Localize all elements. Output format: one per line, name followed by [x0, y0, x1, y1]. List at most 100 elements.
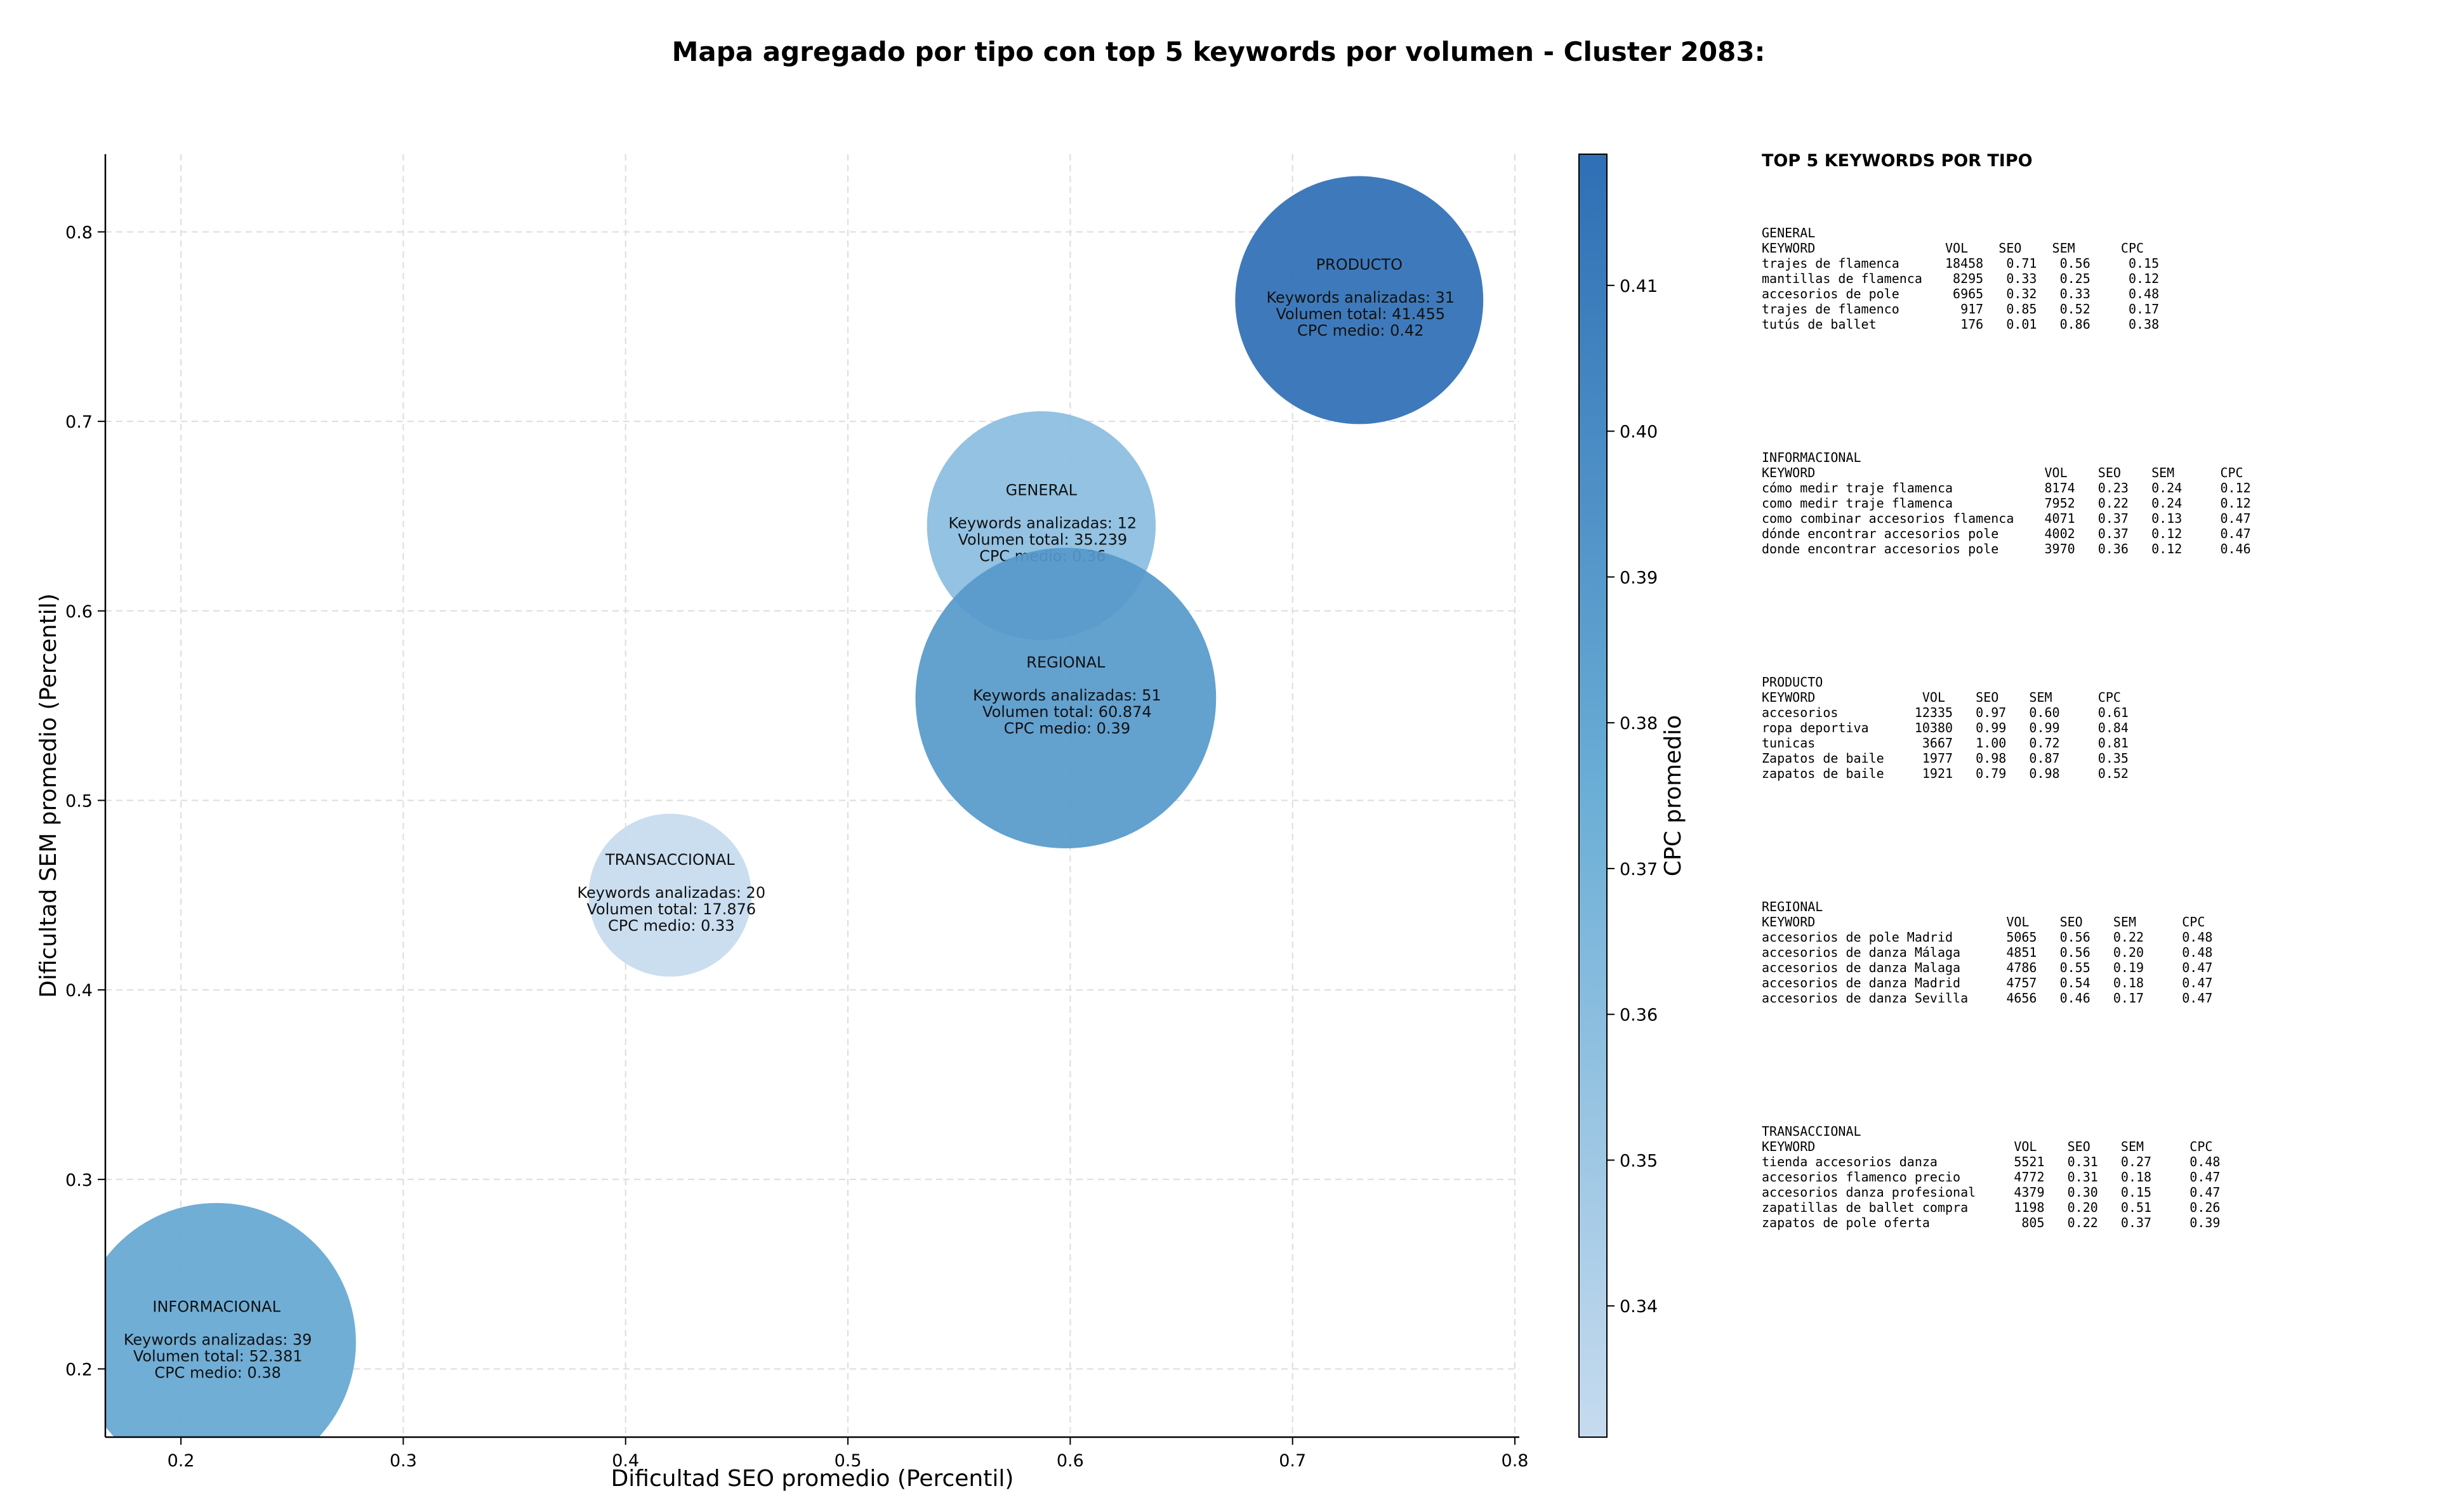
keyword-row: donde encontrar accesorios pole 3970 0.3… — [1762, 541, 2251, 556]
y-tick-label: 0.3 — [65, 1171, 93, 1190]
keyword-row: tunicas 3667 1.00 0.72 0.81 — [1762, 735, 2129, 751]
colorbar-tick-label: 0.40 — [1620, 423, 1658, 442]
bubble-label-tipo: INFORMACIONAL — [152, 1298, 281, 1316]
x-tick-label: 0.6 — [1057, 1451, 1084, 1471]
bubble-label-cpc: CPC medio: 0.39 — [1004, 720, 1131, 737]
colorbar-tick-label: 0.38 — [1620, 714, 1658, 733]
y-tick-label: 0.7 — [65, 412, 93, 432]
keyword-row: accesorios de pole Madrid 5065 0.56 0.22… — [1762, 930, 2212, 945]
bubble-label-volumen: Volumen total: 60.874 — [982, 703, 1152, 721]
keyword-row: accesorios 12335 0.97 0.60 0.61 — [1762, 705, 2129, 720]
colorbar-tick-label: 0.34 — [1620, 1297, 1658, 1317]
x-tick-label: 0.7 — [1279, 1451, 1306, 1471]
keyword-row: accesorios de danza Málaga 4851 0.56 0.2… — [1762, 945, 2212, 960]
y-tick-label: 0.6 — [65, 602, 93, 622]
keyword-row: zapatos de pole oferta 805 0.22 0.37 0.3… — [1762, 1215, 2220, 1230]
keyword-row: cómo medir traje flamenca 8174 0.23 0.24… — [1762, 480, 2251, 496]
bubble-label-volumen: Volumen total: 52.381 — [133, 1348, 303, 1365]
block-header: KEYWORD VOL SEO SEM CPC — [1762, 690, 2121, 705]
block-title: GENERAL — [1762, 225, 1815, 240]
block-header: KEYWORD VOL SEO SEM CPC — [1762, 1139, 2212, 1154]
x-axis-label: Dificultad SEO promedio (Percentil) — [611, 1466, 1014, 1492]
keyword-row: accesorios danza profesional 4379 0.30 0… — [1762, 1185, 2220, 1200]
keyword-row: como combinar accesorios flamenca 4071 0… — [1762, 511, 2251, 526]
bubble-circle — [1235, 176, 1484, 424]
bubble-label-cpc: CPC medio: 0.38 — [154, 1364, 281, 1382]
bubble-label-keywords: Keywords analizadas: 39 — [124, 1331, 312, 1349]
bubble-label-tipo: GENERAL — [1006, 481, 1078, 499]
bubble-informacional: INFORMACIONAL Keywords analizadas: 39Volu… — [105, 1203, 356, 1437]
colorbar: 0.34 0.35 0.36 0.37 0.38 0.39 0.40 0.41 CPC pro… — [1578, 154, 1686, 1438]
bubble-label-volumen: Volumen total: 41.455 — [1276, 305, 1445, 323]
y-tick-label: 0.8 — [65, 223, 93, 242]
colorbar-tick-label: 0.39 — [1620, 568, 1658, 588]
bubble-transaccional: TRANSACCIONAL Keywords analizadas: 20Volu… — [577, 813, 765, 977]
keyword-row: accesorios flamenco precio 4772 0.31 0.1… — [1762, 1169, 2220, 1185]
colorbar-tick-label: 0.41 — [1620, 277, 1658, 296]
bubble-label-tipo: PRODUCTO — [1316, 256, 1403, 273]
block-title: INFORMACIONAL — [1762, 450, 1861, 465]
keyword-row: ropa deportiva 10380 0.99 0.99 0.84 — [1762, 720, 2129, 735]
keyword-row: accesorios de danza Malaga 4786 0.55 0.1… — [1762, 960, 2212, 975]
colorbar-tick-label: 0.36 — [1620, 1006, 1658, 1025]
x-tick-label: 0.8 — [1502, 1451, 1529, 1471]
keyword-row: como medir traje flamenca 7952 0.22 0.24… — [1762, 496, 2251, 511]
block-header: KEYWORD VOL SEO SEM CPC — [1762, 240, 2144, 256]
keyword-row: trajes de flamenca 18458 0.71 0.56 0.15 — [1762, 256, 2159, 271]
colorbar-label: CPC promedio — [1660, 715, 1686, 876]
keyword-row: accesorios de danza Sevilla 4656 0.46 0.… — [1762, 990, 2212, 1006]
block-header: KEYWORD VOL SEO SEM CPC — [1762, 465, 2243, 480]
bubble-label-tipo: TRANSACCIONAL — [605, 851, 735, 869]
x-tick-label: 0.5 — [835, 1451, 862, 1471]
keyword-row: tutús de ballet 176 0.01 0.86 0.38 — [1762, 317, 2159, 332]
bubble-circle — [105, 1203, 356, 1437]
bubble-label-keywords: Keywords analizadas: 31 — [1266, 289, 1455, 306]
y-tick-label: 0.4 — [65, 981, 93, 1001]
block-title: TRANSACCIONAL — [1762, 1124, 1861, 1139]
colorbar-tick-label: 0.35 — [1620, 1151, 1658, 1171]
y-axis-label: Dificultad SEM promedio (Percentil) — [36, 593, 62, 998]
x-tick-label: 0.2 — [168, 1451, 195, 1471]
bubble-circle — [588, 813, 752, 977]
bubble-label-cpc: CPC medio: 0.42 — [1297, 322, 1424, 339]
keyword-row: trajes de flamenco 917 0.85 0.52 0.17 — [1762, 301, 2159, 317]
bubble-label-volumen: Volumen total: 17.876 — [586, 900, 756, 918]
block-title: PRODUCTO — [1762, 674, 1823, 690]
bubble-circle — [915, 548, 1217, 849]
keyword-row: mantillas de flamenca 8295 0.33 0.25 0.1… — [1762, 271, 2159, 286]
bubble-label-tipo: REGIONAL — [1026, 654, 1106, 671]
keyword-row: dónde encontrar accesorios pole 4002 0.3… — [1762, 526, 2251, 541]
x-tick-label: 0.3 — [390, 1451, 417, 1471]
keyword-row: zapatos de baile 1921 0.79 0.98 0.52 — [1762, 766, 2129, 781]
y-tick-label: 0.5 — [65, 791, 93, 811]
bubble-label-volumen: Volumen total: 35.239 — [958, 530, 1127, 548]
keyword-row: Zapatos de baile 1977 0.98 0.87 0.35 — [1762, 751, 2129, 766]
bubble-label-cpc: CPC medio: 0.33 — [608, 917, 735, 935]
axes: 0.2 0.3 0.4 0.5 0.6 0.7 0.8 0.2 0.3 0.4 0.5 0.6 0.7 0… — [65, 154, 1528, 1471]
colorbar-gradient — [1578, 154, 1608, 1438]
y-tick-label: 0.2 — [65, 1360, 93, 1379]
block-title: REGIONAL — [1762, 899, 1823, 914]
panel-title: TOP 5 KEYWORDS POR TIPO — [1762, 151, 2033, 171]
chart-title: Mapa agregado por tipo con top 5 keyword… — [672, 36, 1766, 67]
keyword-row: accesorios de danza Madrid 4757 0.54 0.1… — [1762, 975, 2212, 990]
block-header: KEYWORD VOL SEO SEM CPC — [1762, 914, 2205, 930]
keyword-row: accesorios de pole 6965 0.32 0.33 0.48 — [1762, 286, 2159, 301]
bubble-label-keywords: Keywords analizadas: 20 — [577, 884, 765, 902]
colorbar-ticks: 0.34 0.35 0.36 0.37 0.38 0.39 0.40 0.41 — [1607, 277, 1658, 1317]
keyword-row: zapatillas de ballet compra 1198 0.20 0.… — [1762, 1200, 2220, 1215]
bubble-label-keywords: Keywords analizadas: 12 — [949, 514, 1137, 532]
grid — [105, 154, 1519, 1437]
keyword-row: tienda accesorios danza 5521 0.31 0.27 0… — [1762, 1154, 2220, 1169]
bubble-label-keywords: Keywords analizadas: 51 — [973, 687, 1161, 704]
